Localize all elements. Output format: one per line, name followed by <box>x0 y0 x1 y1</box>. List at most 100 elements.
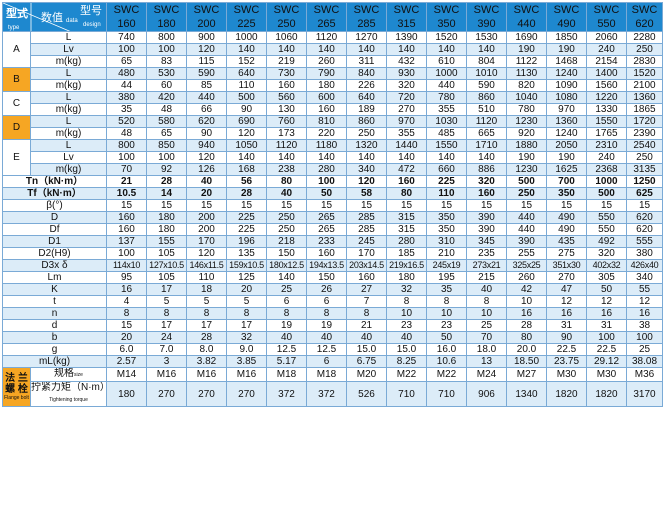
value-cell: 25 <box>266 283 307 296</box>
value-cell: 20.0 <box>506 343 547 356</box>
value-cell: 1320 <box>346 139 387 152</box>
value-cell: 190 <box>506 43 547 56</box>
value-cell: 1360 <box>546 115 587 128</box>
value-cell: 432 <box>386 55 427 68</box>
value-cell: 1000 <box>586 175 627 188</box>
value-cell: 285 <box>346 223 387 236</box>
model-series: SWC <box>273 4 300 16</box>
model-series: SWC <box>233 4 260 16</box>
value-cell: 32 <box>226 331 267 344</box>
value-cell: 550 <box>586 211 627 224</box>
param-label: Lm <box>2 271 107 284</box>
value-cell: 19 <box>266 319 307 332</box>
value-cell: 1000 <box>426 67 467 80</box>
value-cell: 260 <box>506 271 547 284</box>
value-cell: 1122 <box>506 55 547 68</box>
value-cell: 1120 <box>466 115 507 128</box>
value-cell: 226 <box>346 79 387 92</box>
value-cell: 18.0 <box>466 343 507 356</box>
param-label: D2(H9) <box>2 247 107 260</box>
value-cell: 180 <box>146 223 187 236</box>
value-cell: 250 <box>346 127 387 140</box>
value-cell: 22.5 <box>546 343 587 356</box>
value-cell: M24 <box>466 367 507 382</box>
value-cell: 8.25 <box>386 355 427 368</box>
value-cell: 1520 <box>626 67 663 80</box>
value-cell: 2.57 <box>106 355 147 368</box>
value-cell: 168 <box>226 163 267 176</box>
value-cell: 270 <box>146 381 187 407</box>
value-cell: 1230 <box>506 115 547 128</box>
value-cell: 15 <box>186 199 227 212</box>
value-cell: 270 <box>386 103 427 116</box>
value-cell: 130 <box>266 103 307 116</box>
value-cell: 390 <box>506 235 547 248</box>
value-cell: 730 <box>266 67 307 80</box>
flange-size-label: 规格size <box>30 367 107 382</box>
value-cell: 21 <box>346 319 387 332</box>
value-cell: 8 <box>386 295 427 308</box>
value-cell: 225 <box>426 175 467 188</box>
value-cell: 6 <box>306 355 347 368</box>
value-cell: 90 <box>226 103 267 116</box>
model-size: 315 <box>397 18 416 30</box>
model-series: SWC <box>313 4 340 16</box>
value-cell: 526 <box>346 381 387 407</box>
param-label: β(°) <box>2 199 107 212</box>
value-cell: 492 <box>586 235 627 248</box>
value-cell: 1850 <box>546 31 587 44</box>
model-size: 225 <box>237 18 256 30</box>
table-row: C L 380 420 440 500 560 600 640 720 780 860 1040 1080… <box>2 91 663 116</box>
value-cell: 1820 <box>586 381 627 407</box>
value-cell: 180 <box>386 271 427 284</box>
value-cell: 200 <box>186 223 227 236</box>
value-cell: 340 <box>346 163 387 176</box>
value-cell: 860 <box>346 115 387 128</box>
value-cell: 1050 <box>226 139 267 152</box>
table-row: b 20 24 28 32 40 40 40 40 50 70 80 90 100 100 <box>2 331 663 344</box>
value-cell: 155 <box>146 235 187 248</box>
value-cell: 10 <box>466 307 507 320</box>
value-cell: 215 <box>466 271 507 284</box>
value-cell: 140 <box>466 151 507 164</box>
value-cell: 8 <box>306 307 347 320</box>
value-cell: 15 <box>426 199 467 212</box>
value-cell: 1180 <box>306 139 347 152</box>
value-cell: 1820 <box>546 381 587 407</box>
value-cell: M18 <box>266 367 307 382</box>
value-cell: M20 <box>346 367 387 382</box>
value-cell: 114x10 <box>106 259 147 272</box>
model-header-cell: SWC 265 <box>306 2 347 32</box>
value-cell: 250 <box>506 187 547 200</box>
value-cell: 100 <box>106 247 147 260</box>
value-cell: 27 <box>346 283 387 296</box>
value-cell: 83 <box>146 55 187 68</box>
value-cell: 660 <box>426 163 467 176</box>
diagonal-lines <box>3 3 70 31</box>
value-cell: 320 <box>466 175 507 188</box>
value-cell: 440 <box>186 91 227 104</box>
value-cell: M18 <box>306 367 347 382</box>
value-cell: 15 <box>506 199 547 212</box>
row-label: m(kg) <box>30 127 107 140</box>
value-cell: 28 <box>146 175 187 188</box>
value-cell: 150 <box>306 271 347 284</box>
value-cell: 38.08 <box>626 355 663 368</box>
value-cell: 2830 <box>626 55 663 68</box>
model-size: 250 <box>277 18 296 30</box>
row-label: L <box>30 31 107 44</box>
model-series: SWC <box>193 4 220 16</box>
value-cell: 720 <box>386 91 427 104</box>
value-cell: 126 <box>186 163 227 176</box>
value-cell: 1550 <box>586 115 627 128</box>
value-cell: 420 <box>146 91 187 104</box>
value-cell: 800 <box>146 31 187 44</box>
value-cell: 12 <box>586 295 627 308</box>
table-row: D 160 180 200 225 250 265 285 315 350 390 440 490 550… <box>2 211 663 224</box>
value-cell: 490 <box>546 223 587 236</box>
value-cell: 24 <box>146 331 187 344</box>
model-size: 180 <box>157 18 176 30</box>
value-cell: 840 <box>346 67 387 80</box>
table-row: m(kg) 65 83 115 152 219 260 311 432 610 804 1122 146… <box>3 55 663 68</box>
value-cell: 196 <box>226 235 267 248</box>
